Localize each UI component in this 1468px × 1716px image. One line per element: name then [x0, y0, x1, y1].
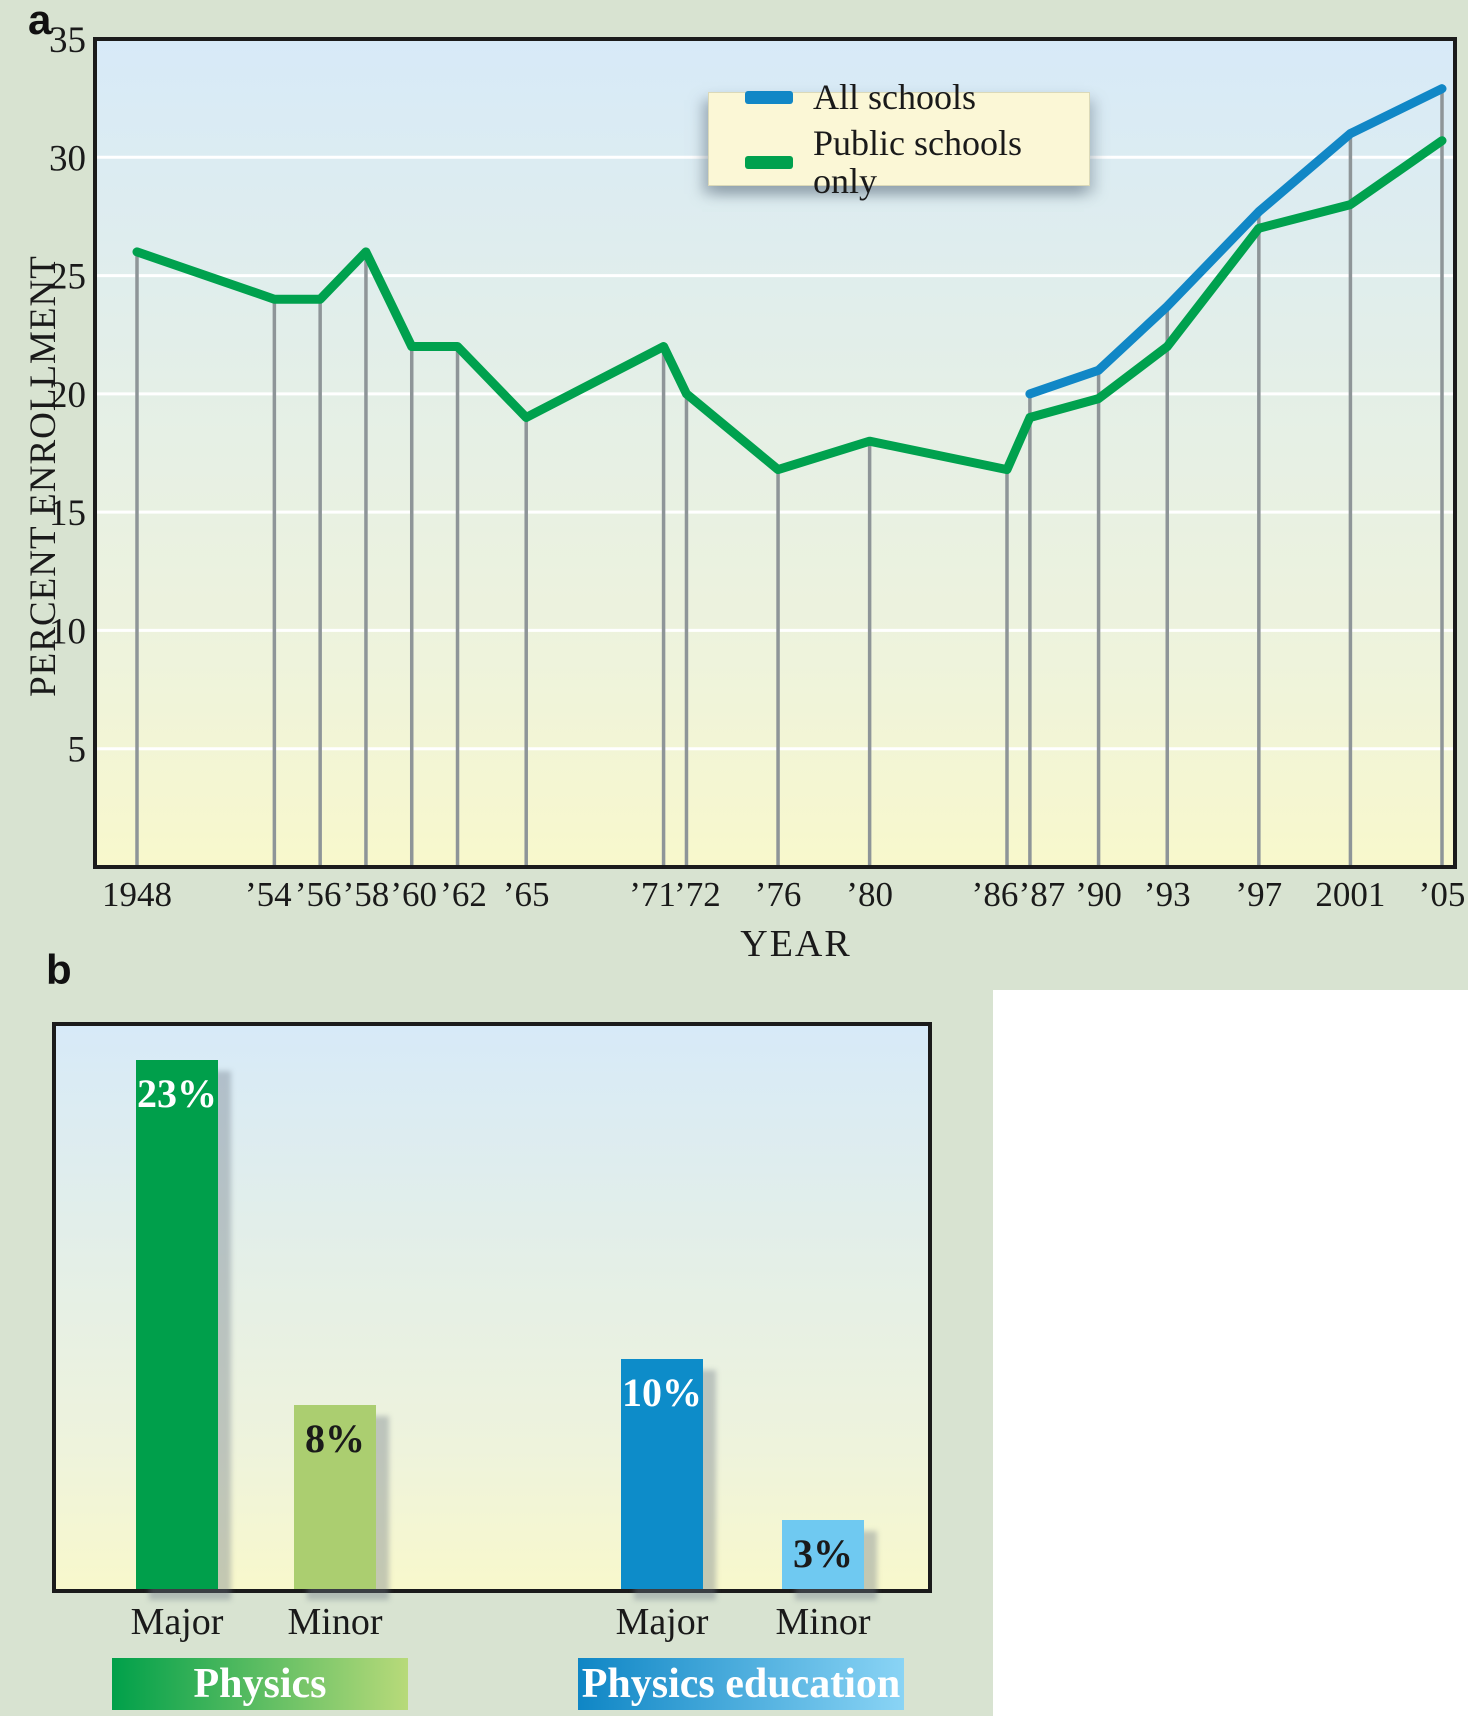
line-all-schools	[1025, 84, 1447, 399]
group-legend-physics: Physics	[112, 1658, 408, 1710]
x-tick-label-1976: ’76	[755, 875, 802, 914]
y-axis-title: PERCENT ENROLLMENT	[23, 255, 64, 697]
y-tick-label-35: 35	[49, 20, 86, 61]
bar-value-label-physics-minor: 8%	[305, 1416, 365, 1461]
axis-label-physics-minor: Minor	[287, 1601, 383, 1643]
white-page-corner	[993, 990, 1468, 1716]
x-tick-label-1948: 1948	[102, 875, 172, 914]
legend-box: All schools Public schools only	[708, 78, 1090, 200]
bar-value-label-physics-major: 23%	[137, 1071, 217, 1116]
x-tick-label-1962: ’62	[440, 875, 487, 914]
axis-label-physics-major: Major	[130, 1601, 224, 1643]
panel-a-label: a	[28, 0, 52, 43]
y-tick-label-15: 15	[49, 493, 86, 534]
legend-swatch-all-schools	[745, 90, 793, 104]
y-tick-label-30: 30	[49, 138, 86, 179]
group-legend-physics-education: Physics education	[578, 1658, 904, 1710]
x-tick-label-1986: ’86	[972, 875, 1019, 914]
x-tick-label-1990: ’90	[1075, 875, 1122, 914]
x-tick-label-1972: ’72	[674, 875, 721, 914]
x-tick-label-1987: ’87	[1019, 875, 1066, 914]
enrollment-line-chart: 51015202530351948’54’56’58’60’62’65’71’7…	[49, 20, 1466, 914]
legend-label-public-schools: Public schools only	[813, 123, 1023, 201]
x-axis-title: YEAR	[740, 923, 852, 965]
bar-physics-education-major: 10%	[621, 1359, 703, 1589]
y-tick-label-5: 5	[68, 730, 87, 771]
legend-item-all-schools: All schools	[745, 78, 1089, 116]
x-tick-label-1958: ’58	[343, 875, 390, 914]
bar-chart-plot-area: 23% 8% 10% 3%	[52, 1022, 932, 1593]
panel-b-label: b	[46, 946, 72, 993]
x-tick-label-1980: ’80	[846, 875, 893, 914]
bar-value-label-physics-education-major: 10%	[622, 1370, 702, 1415]
axis-label-physics-education-major: Major	[615, 1601, 709, 1643]
y-tick-label-25: 25	[49, 257, 86, 298]
axis-label-physics-education-minor: Minor	[775, 1601, 871, 1643]
legend-item-public-schools: Public schools only	[745, 124, 1089, 200]
x-tick-label-1965: ’65	[503, 875, 550, 914]
bar-physics-minor: 8%	[294, 1405, 376, 1589]
y-tick-label-10: 10	[49, 611, 86, 652]
bar-physics-education-minor: 3%	[782, 1520, 864, 1589]
line-public-schools-only	[132, 136, 1447, 475]
legend-swatch-public-schools	[745, 155, 793, 169]
x-tick-label-1954: ’54	[245, 875, 292, 914]
x-tick-label-1956: ’56	[295, 875, 342, 914]
x-tick-label-2005: ’05	[1419, 875, 1466, 914]
x-tick-label-1997: ’97	[1236, 875, 1283, 914]
bar-value-label-physics-education-minor: 3%	[793, 1531, 853, 1576]
x-tick-label-1971: ’71	[629, 875, 676, 914]
x-tick-label-1993: ’93	[1144, 875, 1191, 914]
legend-label-all-schools: All schools	[813, 77, 977, 117]
bar-physics-major: 23%	[136, 1060, 218, 1589]
y-tick-label-20: 20	[49, 375, 86, 416]
x-tick-label-1960: ’60	[390, 875, 437, 914]
x-tick-label-2001: 2001	[1315, 875, 1385, 914]
